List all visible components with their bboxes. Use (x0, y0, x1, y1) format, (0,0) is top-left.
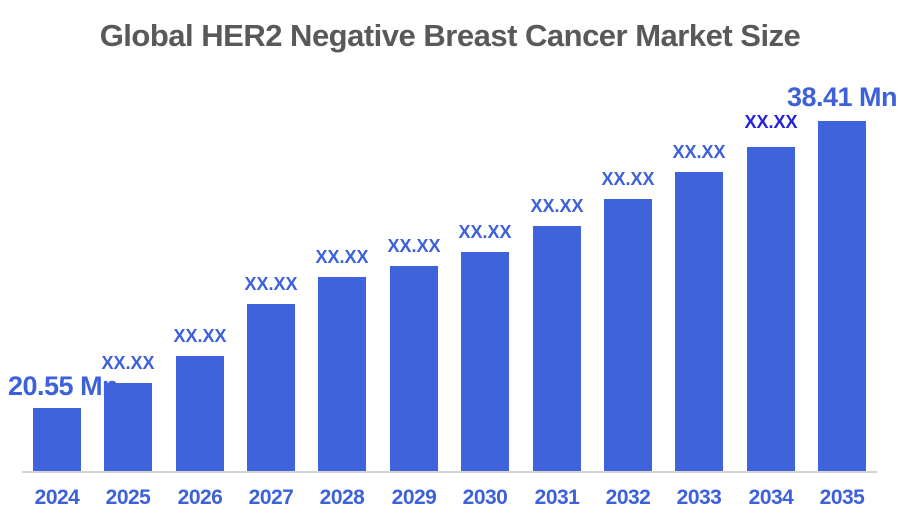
bar-2029 (390, 266, 438, 471)
bar-2027 (247, 304, 295, 471)
chart-title: Global HER2 Negative Breast Cancer Marke… (99, 18, 801, 53)
bar-value-label-2027: XX.XX (244, 274, 298, 294)
bar-2033 (675, 172, 723, 471)
x-axis-label-2029: 2029 (391, 486, 437, 509)
bar-value-label-2028: XX.XX (315, 247, 369, 267)
bar-value-label-2030: XX.XX (458, 222, 512, 242)
plot-area: 20.55 Mn XX.XX XX.XX XX.XX XX.XX XX.XX XX.XX XX… (8, 82, 898, 471)
x-axis-label-2028: 2028 (319, 486, 365, 509)
bar-value-label-2033: XX.XX (672, 142, 726, 162)
bar-value-label-2025: XX.XX (101, 353, 155, 373)
x-axis-label-2030: 2030 (462, 486, 508, 509)
bar-value-label-2034: XX.XX (744, 112, 798, 132)
x-axis-label-2031: 2031 (534, 486, 580, 509)
bar-value-label-2031: XX.XX (530, 196, 584, 216)
x-axis-label-2027: 2027 (248, 486, 294, 509)
bar-2026 (176, 356, 224, 471)
x-axis-label-2026: 2026 (177, 486, 223, 509)
x-axis-label-2024: 2024 (34, 486, 80, 509)
x-axis-line (22, 471, 877, 473)
bar-2035 (818, 121, 866, 471)
bar-2031 (533, 226, 581, 471)
x-axis-label-2025: 2025 (105, 486, 151, 509)
x-axis-label-2035: 2035 (819, 486, 865, 509)
bar-2032 (604, 199, 652, 471)
bar-value-label-2024: 20.55 Mn (8, 371, 119, 401)
x-axis-label-2034: 2034 (748, 486, 794, 509)
x-axis-label-2032: 2032 (605, 486, 651, 509)
bar-value-label-2029: XX.XX (387, 236, 441, 256)
bar-value-label-2026: XX.XX (173, 326, 227, 346)
bar-2024 (33, 408, 81, 471)
bar-2028 (318, 277, 366, 471)
bar-2030 (461, 252, 509, 471)
bar-2034 (747, 147, 795, 471)
bar-value-label-2035: 38.41 Mn (786, 82, 898, 112)
bar-2025 (104, 383, 152, 471)
bar-value-label-2032: XX.XX (601, 169, 655, 189)
x-axis-label-2033: 2033 (676, 486, 722, 509)
